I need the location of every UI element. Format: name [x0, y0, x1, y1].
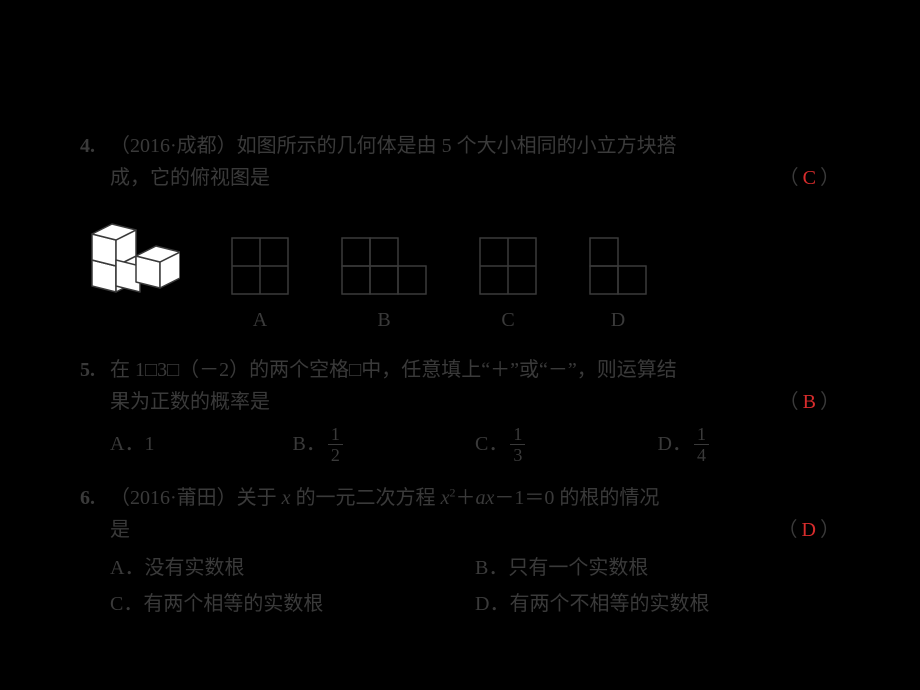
q4-optB: B — [340, 236, 428, 336]
q4-optA-label: A — [253, 304, 267, 336]
grid-2x2-icon — [478, 236, 538, 296]
q4-line2: 成，它的俯视图是 （C） — [80, 162, 840, 194]
q6-tprefix: 关于 — [237, 487, 282, 509]
grid-2x2-icon — [230, 236, 290, 296]
q5-line1: 5. 在 1□3□（－2）的两个空格□中，任意填上“＋”或“－”，则运算结 — [80, 354, 840, 386]
q6-text2: 是 — [110, 519, 130, 541]
q6-line1: 6. （2016·莆田）关于 x 的一元二次方程 x2＋ax－1＝0 的根的情况 — [80, 482, 840, 514]
q5-answer: B — [799, 391, 820, 413]
q5-number: 5. — [80, 354, 110, 386]
q5-optD: D．14 — [658, 425, 841, 464]
q4-optC: C — [478, 236, 538, 336]
q4-text2: 成，它的俯视图是 — [110, 167, 270, 189]
fraction-icon: 14 — [694, 425, 709, 464]
q5-optD-prefix: D． — [658, 428, 692, 460]
q4-body-line1: （2016·成都）如图所示的几何体是由 5 个大小相同的小立方块搭 — [110, 130, 840, 162]
q6-line2: 是 （D） — [80, 514, 840, 546]
q5-optC-num: 1 — [510, 425, 525, 445]
q6-number: 6. — [80, 482, 110, 514]
paren-open: （ — [779, 391, 799, 413]
q6-optA: A．没有实数根 — [110, 550, 475, 586]
grid-L2-icon — [588, 236, 648, 296]
q4-figures: A B — [80, 206, 840, 336]
q5-text2: 果为正数的概率是 — [110, 391, 270, 413]
paren-open: （ — [779, 167, 799, 189]
q5-optA-val: 1 — [144, 428, 154, 460]
q5-answer-block: （B） — [779, 386, 840, 418]
question-6: 6. （2016·莆田）关于 x 的一元二次方程 x2＋ax－1＝0 的根的情况… — [80, 482, 840, 622]
q5-options: A．1 B．12 C．13 D．14 — [80, 424, 840, 464]
q4-optC-label: C — [501, 304, 514, 336]
question-5: 5. 在 1□3□（－2）的两个空格□中，任意填上“＋”或“－”，则运算结 果为… — [80, 354, 840, 464]
paren-close: ） — [820, 519, 840, 541]
q5-optB-num: 1 — [328, 425, 343, 445]
q6-answer: D — [798, 519, 820, 541]
q5-optC-den: 3 — [510, 445, 525, 464]
grid-L-icon — [340, 236, 428, 296]
q4-answer: C — [799, 167, 820, 189]
q5-optD-num: 1 — [694, 425, 709, 445]
q5-text1: 在 1□3□（－2）的两个空格□中，任意填上“＋”或“－”，则运算结 — [110, 354, 840, 386]
q5-optA-prefix: A． — [110, 428, 144, 460]
q4-optA: A — [230, 236, 290, 336]
q4-solid-label — [128, 304, 133, 336]
isometric-cubes-icon — [80, 206, 180, 296]
q4-line1: 4. （2016·成都）如图所示的几何体是由 5 个大小相同的小立方块搭 — [80, 130, 840, 162]
q4-optD: D — [588, 236, 648, 336]
q5-optD-den: 4 — [694, 445, 709, 464]
q5-optB-prefix: B． — [293, 428, 326, 460]
q6-eq-rest: －1＝0 — [494, 487, 554, 509]
q6-eq-plus: ＋ — [455, 487, 475, 509]
q6-body-line1: （2016·莆田）关于 x 的一元二次方程 x2＋ax－1＝0 的根的情况 — [110, 482, 840, 514]
q5-line2: 果为正数的概率是 （B） — [80, 386, 840, 418]
paren-close: ） — [820, 391, 840, 413]
q4-number: 4. — [80, 130, 110, 162]
q6-varx: x — [282, 487, 291, 509]
q4-text1: 如图所示的几何体是由 5 个大小相同的小立方块搭 — [237, 135, 677, 157]
q6-eq-x2: x — [485, 487, 494, 509]
q5-optC: C．13 — [475, 425, 658, 464]
question-4: 4. （2016·成都）如图所示的几何体是由 5 个大小相同的小立方块搭 成，它… — [80, 130, 840, 336]
q4-source: （2016·成都） — [110, 135, 237, 157]
q5-optB: B．12 — [293, 425, 476, 464]
q6-tmid: 的一元二次方程 — [291, 487, 441, 509]
q4-solid — [80, 206, 180, 336]
q6-optB: B．只有一个实数根 — [475, 550, 840, 586]
q4-optB-label: B — [377, 304, 390, 336]
fraction-icon: 13 — [510, 425, 525, 464]
q4-answer-block: （C） — [779, 162, 840, 194]
paren-close: ） — [820, 167, 840, 189]
q6-tsuffix: 的根的情况 — [554, 487, 659, 509]
q6-optD: D．有两个不相等的实数根 — [475, 586, 840, 622]
q6-optC: C．有两个相等的实数根 — [110, 586, 475, 622]
q5-optC-prefix: C． — [475, 428, 508, 460]
q5-optB-den: 2 — [328, 445, 343, 464]
q6-eq-a: a — [475, 487, 485, 509]
fraction-icon: 12 — [328, 425, 343, 464]
q6-source: （2016·莆田） — [110, 487, 237, 509]
q5-optA: A．1 — [110, 428, 293, 460]
q6-answer-block: （D） — [778, 514, 840, 546]
q6-options: A．没有实数根 B．只有一个实数根 C．有两个相等的实数根 D．有两个不相等的实… — [80, 550, 840, 622]
q4-optD-label: D — [611, 304, 625, 336]
paren-open: （ — [778, 519, 798, 541]
